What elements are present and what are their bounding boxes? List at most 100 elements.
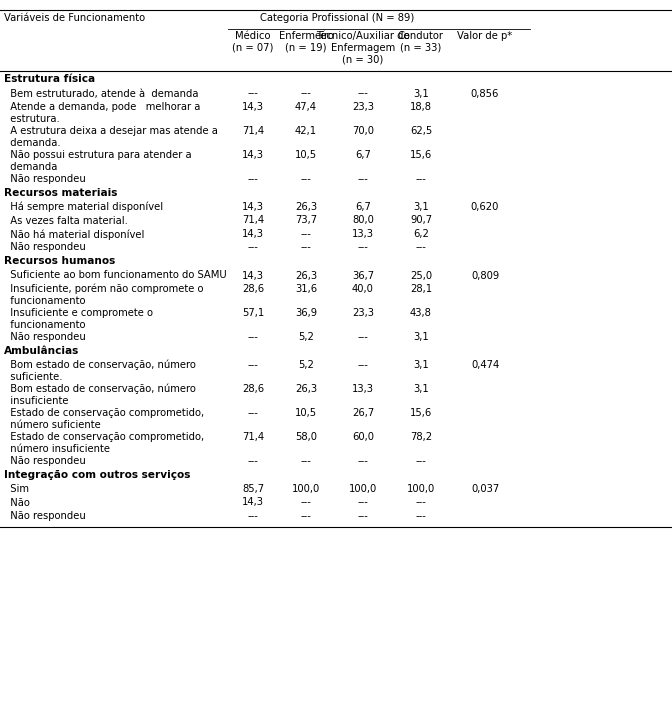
Text: 5,2: 5,2: [298, 360, 314, 370]
Text: ---: ---: [358, 174, 368, 184]
Text: Suficiente ao bom funcionamento do SAMU: Suficiente ao bom funcionamento do SAMU: [4, 270, 226, 280]
Text: As vezes falta material.: As vezes falta material.: [4, 216, 128, 226]
Text: 47,4: 47,4: [295, 102, 317, 112]
Text: ---: ---: [300, 174, 311, 184]
Text: ---: ---: [358, 456, 368, 466]
Text: ---: ---: [358, 88, 368, 99]
Text: 26,3: 26,3: [295, 202, 317, 212]
Text: ---: ---: [300, 242, 311, 252]
Text: Sim: Sim: [4, 484, 29, 494]
Text: ---: ---: [300, 229, 311, 239]
Text: 14,3: 14,3: [242, 498, 264, 508]
Text: Insuficiente, porém não compromete o
  funcionamento: Insuficiente, porém não compromete o fun…: [4, 284, 204, 306]
Text: 40,0: 40,0: [352, 284, 374, 294]
Text: Não respondeu: Não respondeu: [4, 511, 86, 521]
Text: A estrutura deixa a desejar mas atende a
  demanda.: A estrutura deixa a desejar mas atende a…: [4, 126, 218, 147]
Text: Recursos materiais: Recursos materiais: [4, 188, 118, 198]
Text: 31,6: 31,6: [295, 284, 317, 294]
Text: ---: ---: [300, 88, 311, 99]
Text: Não respondeu: Não respondeu: [4, 332, 86, 342]
Text: ---: ---: [300, 511, 311, 521]
Text: 14,3: 14,3: [242, 229, 264, 239]
Text: 78,2: 78,2: [410, 432, 432, 442]
Text: 13,3: 13,3: [352, 384, 374, 394]
Text: Estrutura física: Estrutura física: [4, 74, 95, 84]
Text: 18,8: 18,8: [410, 102, 432, 112]
Text: Não respondeu: Não respondeu: [4, 174, 86, 184]
Text: 6,7: 6,7: [355, 202, 371, 212]
Text: 58,0: 58,0: [295, 432, 317, 442]
Text: 14,3: 14,3: [242, 150, 264, 160]
Text: Técnico/Auxiliar de
Enfermagem
(n = 30): Técnico/Auxiliar de Enfermagem (n = 30): [317, 31, 410, 64]
Text: 14,3: 14,3: [242, 202, 264, 212]
Text: Não: Não: [4, 498, 30, 508]
Text: 26,7: 26,7: [352, 408, 374, 418]
Text: Ambulâncias: Ambulâncias: [4, 346, 79, 355]
Text: 36,9: 36,9: [295, 308, 317, 318]
Text: Enfermeiro
(n = 19): Enfermeiro (n = 19): [279, 31, 333, 52]
Text: 43,8: 43,8: [410, 308, 432, 318]
Text: Atende a demanda, pode   melhorar a
  estrutura.: Atende a demanda, pode melhorar a estrut…: [4, 102, 200, 124]
Text: ---: ---: [358, 332, 368, 342]
Text: 42,1: 42,1: [295, 126, 317, 136]
Text: Estado de conservação comprometido,
  número suficiente: Estado de conservação comprometido, núme…: [4, 408, 204, 429]
Text: 90,7: 90,7: [410, 216, 432, 226]
Text: 28,6: 28,6: [242, 384, 264, 394]
Text: ---: ---: [300, 498, 311, 508]
Text: 0,474: 0,474: [471, 360, 499, 370]
Text: ---: ---: [358, 242, 368, 252]
Text: 71,4: 71,4: [242, 126, 264, 136]
Text: 62,5: 62,5: [410, 126, 432, 136]
Text: 100,0: 100,0: [292, 484, 320, 494]
Text: Não respondeu: Não respondeu: [4, 242, 86, 252]
Text: ---: ---: [247, 332, 259, 342]
Text: 23,3: 23,3: [352, 102, 374, 112]
Text: 85,7: 85,7: [242, 484, 264, 494]
Text: Bom estado de conservação, número
  insuficiente: Bom estado de conservação, número insufi…: [4, 384, 196, 406]
Text: Recursos humanos: Recursos humanos: [4, 256, 116, 266]
Text: 0,620: 0,620: [471, 202, 499, 212]
Text: 36,7: 36,7: [352, 270, 374, 280]
Text: 10,5: 10,5: [295, 150, 317, 160]
Text: ---: ---: [247, 511, 259, 521]
Text: Estado de conservação comprometido,
  número insuficiente: Estado de conservação comprometido, núme…: [4, 432, 204, 454]
Text: Não respondeu: Não respondeu: [4, 456, 86, 466]
Text: 26,3: 26,3: [295, 384, 317, 394]
Text: ---: ---: [247, 456, 259, 466]
Text: 0,809: 0,809: [471, 270, 499, 280]
Text: 28,1: 28,1: [410, 284, 432, 294]
Text: Integração com outros serviços: Integração com outros serviços: [4, 470, 190, 480]
Text: ---: ---: [415, 242, 427, 252]
Text: 3,1: 3,1: [413, 384, 429, 394]
Text: ---: ---: [415, 456, 427, 466]
Text: 23,3: 23,3: [352, 308, 374, 318]
Text: Valor de p*: Valor de p*: [458, 31, 513, 41]
Text: 14,3: 14,3: [242, 102, 264, 112]
Text: 0,037: 0,037: [471, 484, 499, 494]
Text: Há sempre material disponível: Há sempre material disponível: [4, 202, 163, 213]
Text: 25,0: 25,0: [410, 270, 432, 280]
Text: ---: ---: [247, 408, 259, 418]
Text: 80,0: 80,0: [352, 216, 374, 226]
Text: Bom estado de conservação, número
  suficiente.: Bom estado de conservação, número sufici…: [4, 360, 196, 382]
Text: ---: ---: [247, 174, 259, 184]
Text: ---: ---: [358, 498, 368, 508]
Text: Não há material disponível: Não há material disponível: [4, 229, 144, 239]
Text: 71,4: 71,4: [242, 216, 264, 226]
Text: 28,6: 28,6: [242, 284, 264, 294]
Text: 15,6: 15,6: [410, 408, 432, 418]
Text: 6,7: 6,7: [355, 150, 371, 160]
Text: Condutor
(n = 33): Condutor (n = 33): [398, 31, 444, 52]
Text: 10,5: 10,5: [295, 408, 317, 418]
Text: 15,6: 15,6: [410, 150, 432, 160]
Text: 71,4: 71,4: [242, 432, 264, 442]
Text: ---: ---: [247, 242, 259, 252]
Text: Bem estruturado, atende à  demanda: Bem estruturado, atende à demanda: [4, 88, 198, 99]
Text: ---: ---: [300, 456, 311, 466]
Text: ---: ---: [247, 88, 259, 99]
Text: 100,0: 100,0: [349, 484, 377, 494]
Text: 0,856: 0,856: [471, 88, 499, 99]
Text: 3,1: 3,1: [413, 88, 429, 99]
Text: ---: ---: [415, 498, 427, 508]
Text: 3,1: 3,1: [413, 202, 429, 212]
